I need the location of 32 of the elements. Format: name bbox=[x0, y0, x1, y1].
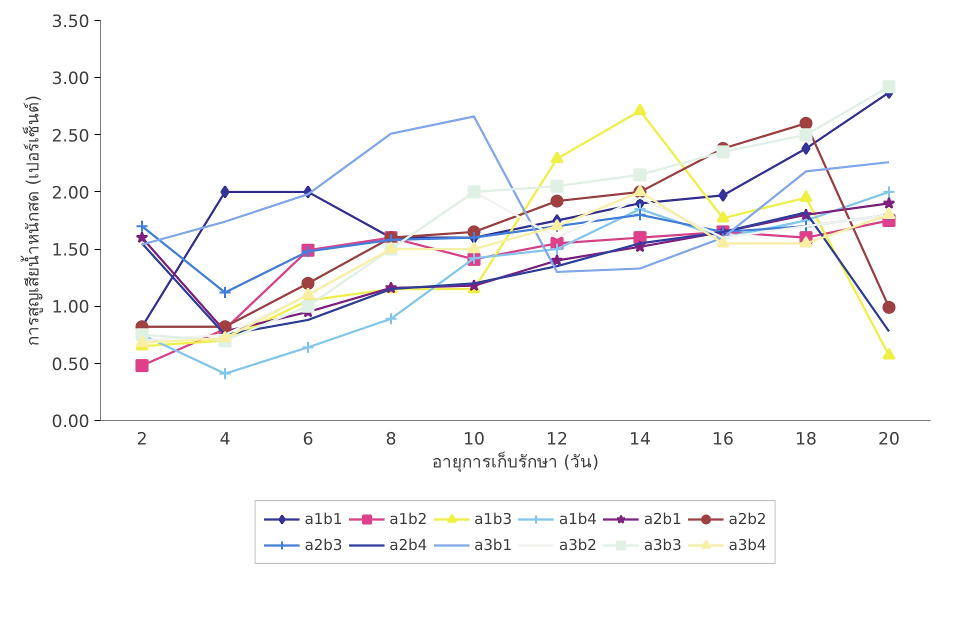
y-tick-label: 1.50 bbox=[52, 240, 90, 261]
legend-label: a2b1 bbox=[644, 510, 682, 528]
legend-label: a3b3 bbox=[644, 536, 682, 554]
legend-label: a2b2 bbox=[728, 510, 766, 528]
y-tick-label: 2.00 bbox=[52, 183, 90, 204]
legend-label: a2b4 bbox=[389, 536, 428, 554]
y-tick-label: 3.50 bbox=[52, 12, 90, 32]
legend-label: a2b3 bbox=[304, 536, 342, 554]
y-tick-label: 0.50 bbox=[52, 354, 90, 375]
legend-label: a3b1 bbox=[474, 536, 512, 554]
x-tick-label: 6 bbox=[302, 430, 314, 450]
x-tick-label: 18 bbox=[795, 430, 817, 450]
x-tick-label: 4 bbox=[220, 430, 230, 450]
y-tick-label: 2.50 bbox=[52, 126, 90, 146]
legend-label: a1b1 bbox=[304, 510, 342, 528]
y-tick-label: 0.00 bbox=[52, 412, 90, 432]
x-tick-label: 16 bbox=[712, 430, 734, 450]
y-tick-label: 3.00 bbox=[52, 69, 90, 90]
x-tick-label: 10 bbox=[463, 430, 485, 450]
x-tick-label: 14 bbox=[629, 430, 651, 450]
x-tick-label: 2 bbox=[136, 430, 148, 450]
x-tick-label: 8 bbox=[386, 430, 396, 450]
x-tick-label: 12 bbox=[546, 430, 568, 450]
y-tick-label: 1.00 bbox=[52, 298, 90, 318]
legend-label: a1b2 bbox=[389, 510, 428, 528]
x-axis-title: อายุการเก็บรักษา (วัน) bbox=[432, 450, 599, 472]
y-axis-title: การสูญเสียน้ำหนักสด (เปอร์เซ็นต์) bbox=[20, 95, 44, 346]
legend-label: a1b4 bbox=[559, 510, 597, 528]
legend-label: a3b4 bbox=[728, 536, 766, 554]
legend-label: a3b2 bbox=[559, 536, 597, 554]
x-tick-label: 20 bbox=[878, 430, 900, 450]
legend-label: a1b3 bbox=[474, 510, 512, 528]
